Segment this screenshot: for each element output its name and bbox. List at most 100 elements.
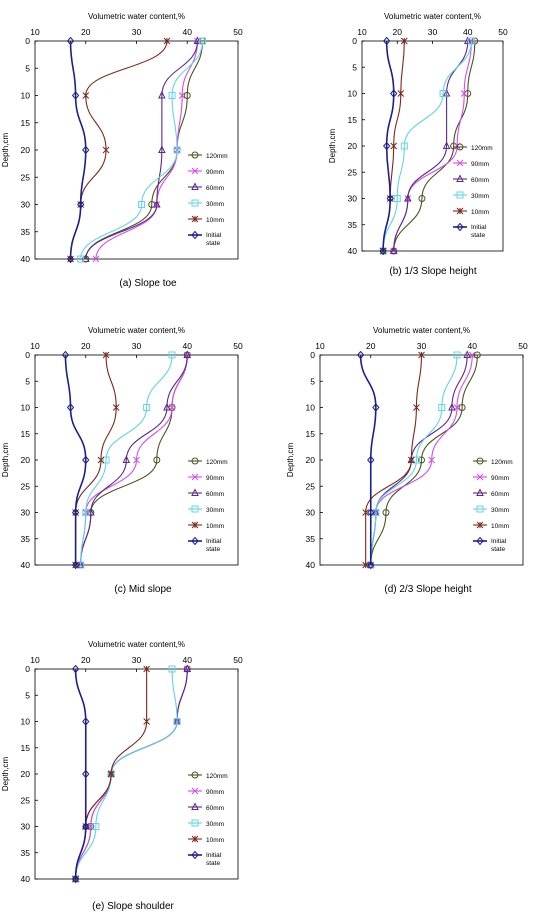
panel-caption: (d) 2/3 Slope height bbox=[384, 584, 472, 595]
data-point bbox=[390, 142, 398, 150]
data-point bbox=[198, 37, 206, 45]
y-tick-label: 15 bbox=[21, 118, 31, 128]
legend-label: 60mm bbox=[206, 185, 224, 192]
y-tick-label: 30 bbox=[306, 508, 316, 518]
legend-label: 30mm bbox=[206, 201, 224, 208]
data-point bbox=[82, 769, 90, 779]
data-point bbox=[82, 92, 90, 99]
y-tick-label: 40 bbox=[21, 254, 31, 264]
data-point bbox=[183, 664, 192, 672]
x-tick-label: 30 bbox=[417, 341, 427, 351]
data-point bbox=[418, 195, 426, 202]
legend-marker bbox=[476, 521, 484, 529]
data-point bbox=[66, 254, 75, 264]
data-point bbox=[112, 404, 120, 411]
chart-panel-0: Volumetric water content,% Depth,cm 10 20 30… bbox=[1, 12, 243, 289]
x-tick-label: 30 bbox=[132, 655, 142, 665]
data-point bbox=[393, 195, 401, 202]
x-tick-label: 20 bbox=[81, 27, 91, 37]
x-axis-title: Volumetric water content,% bbox=[384, 12, 481, 21]
legend-label: 60mm bbox=[206, 491, 224, 498]
legend-marker bbox=[191, 473, 199, 481]
data-point bbox=[102, 351, 110, 359]
data-point bbox=[71, 560, 80, 570]
legend-marker bbox=[191, 151, 199, 159]
panel-caption: (e) Slope shoulder bbox=[92, 901, 174, 912]
legend-marker bbox=[191, 167, 199, 175]
data-point bbox=[168, 351, 176, 359]
x-axis-title: Volumetric water content,% bbox=[88, 640, 185, 649]
legend-label: 60mm bbox=[471, 177, 489, 184]
data-point bbox=[66, 403, 75, 412]
legend-marker bbox=[456, 207, 464, 215]
y-tick-label: 0 bbox=[310, 350, 315, 360]
legend-marker bbox=[456, 222, 464, 232]
x-tick-label: 50 bbox=[233, 341, 243, 351]
data-point bbox=[133, 456, 140, 464]
data-point bbox=[413, 404, 420, 411]
legend-marker bbox=[191, 819, 199, 827]
y-axis-title: Depth,cm bbox=[1, 757, 10, 792]
data-point bbox=[168, 92, 176, 99]
y-tick-label: 20 bbox=[21, 145, 31, 155]
legend-label: 60mm bbox=[491, 491, 509, 498]
legend-label: 10mm bbox=[206, 837, 224, 844]
chart-panel-1: Volumetric water content,% Depth,cm 10 20 30… bbox=[328, 12, 508, 277]
x-tick-label: 10 bbox=[30, 27, 40, 37]
y-tick-label: 10 bbox=[348, 89, 358, 99]
data-point bbox=[367, 508, 375, 517]
data-point bbox=[397, 90, 405, 97]
legend-marker bbox=[191, 199, 199, 207]
x-tick-label: 50 bbox=[233, 27, 243, 37]
data-point bbox=[467, 37, 475, 45]
data-point bbox=[362, 561, 370, 569]
data-point bbox=[102, 146, 110, 154]
y-tick-label: 30 bbox=[348, 194, 358, 204]
data-point bbox=[173, 718, 181, 725]
legend-label-cont: state bbox=[491, 546, 505, 553]
data-point bbox=[87, 507, 95, 516]
y-tick-label: 0 bbox=[352, 36, 357, 46]
series-line-5 bbox=[64, 354, 87, 565]
data-point bbox=[407, 456, 415, 464]
y-tick-label: 25 bbox=[348, 167, 358, 177]
legend-marker bbox=[191, 521, 199, 529]
series-line-3 bbox=[382, 40, 472, 252]
y-tick-label: 5 bbox=[25, 690, 30, 700]
data-point bbox=[178, 92, 186, 99]
y-tick-label: 0 bbox=[25, 664, 30, 674]
data-point bbox=[158, 90, 166, 99]
y-tick-label: 10 bbox=[306, 403, 316, 413]
series-line-0 bbox=[85, 40, 204, 260]
legend-marker bbox=[191, 787, 199, 795]
series-line-2 bbox=[393, 40, 469, 252]
legend-marker bbox=[191, 488, 199, 496]
data-point bbox=[173, 146, 181, 154]
series-line-1 bbox=[393, 40, 472, 252]
data-point bbox=[138, 201, 146, 208]
y-tick-label: 35 bbox=[21, 534, 31, 544]
data-point bbox=[372, 509, 380, 516]
legend-label-cont: state bbox=[206, 860, 220, 867]
data-point bbox=[66, 36, 75, 46]
y-tick-label: 10 bbox=[21, 403, 31, 413]
data-point bbox=[102, 456, 110, 464]
data-point bbox=[158, 145, 166, 153]
legend-label: Initial bbox=[491, 538, 507, 545]
data-point bbox=[389, 246, 398, 254]
data-point bbox=[81, 254, 90, 262]
data-point bbox=[107, 770, 115, 778]
data-point bbox=[453, 351, 461, 359]
legend-label: 10mm bbox=[491, 523, 509, 530]
legend-label: 120mm bbox=[206, 459, 228, 466]
y-tick-label: 10 bbox=[21, 717, 31, 727]
legend-marker bbox=[456, 191, 464, 199]
chart-panel-4: Volumetric water content,% Depth,cm 10 20 30… bbox=[1, 640, 243, 912]
series-line-5 bbox=[69, 40, 87, 260]
data-point bbox=[143, 718, 151, 725]
data-point bbox=[383, 36, 391, 46]
y-tick-label: 10 bbox=[21, 91, 31, 101]
data-point bbox=[386, 194, 394, 203]
x-tick-label: 40 bbox=[183, 27, 193, 37]
series-line-5 bbox=[74, 668, 87, 880]
